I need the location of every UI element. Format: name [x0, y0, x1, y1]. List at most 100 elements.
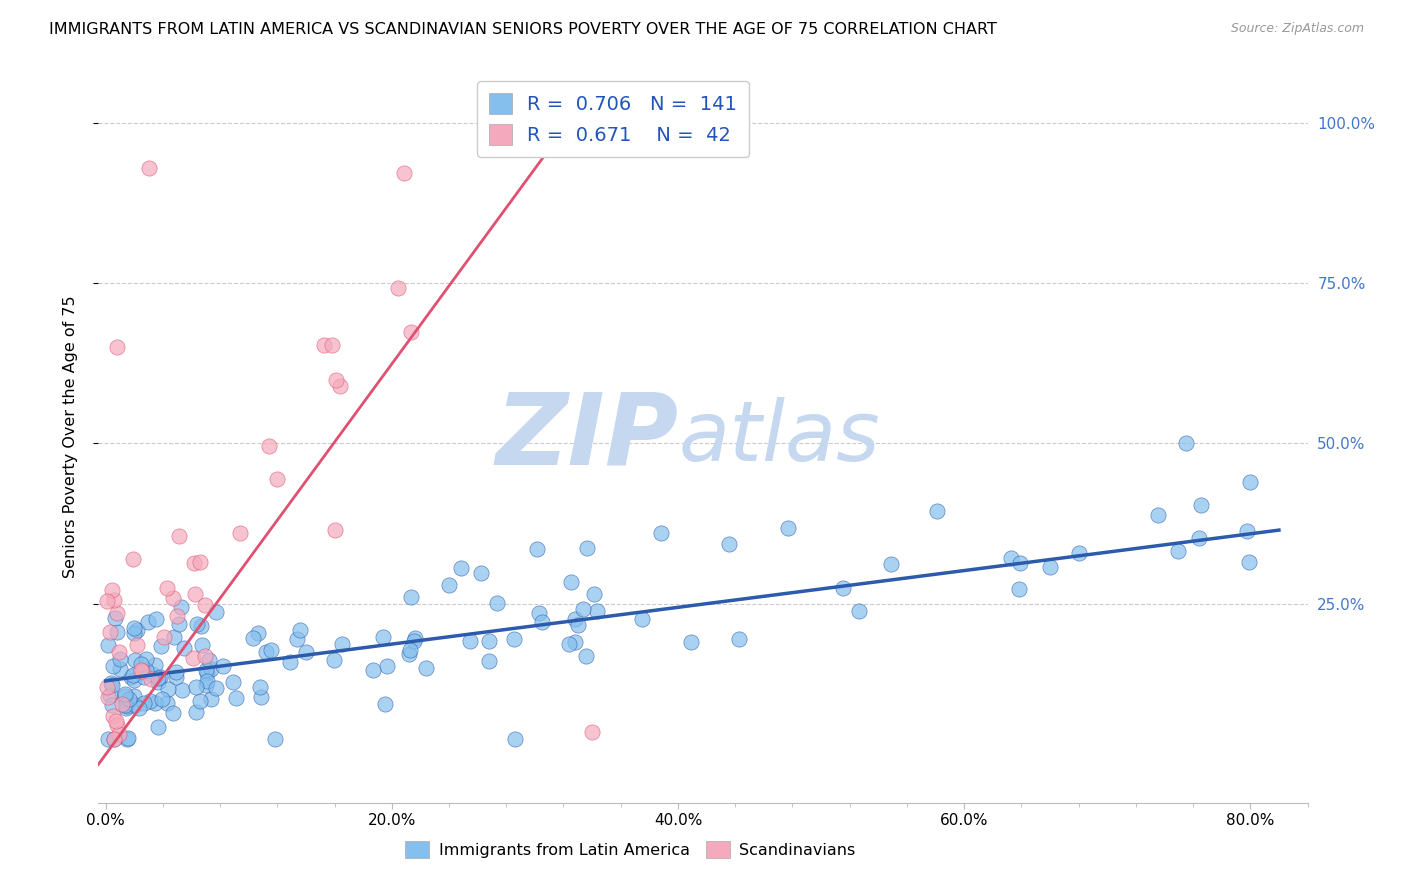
Point	[153, 630, 176, 644]
Point	[138, 161, 160, 175]
Point	[564, 635, 586, 649]
Point	[188, 694, 211, 708]
Point	[404, 631, 426, 645]
Point	[503, 731, 526, 746]
Point	[200, 662, 222, 676]
Point	[165, 670, 187, 684]
Point	[165, 665, 187, 679]
Point	[135, 663, 157, 677]
Point	[260, 643, 283, 657]
Point	[246, 625, 269, 640]
Point	[97, 731, 120, 746]
Point	[415, 661, 437, 675]
Point	[254, 645, 277, 659]
Point	[329, 379, 352, 393]
Point	[572, 601, 595, 615]
Point	[567, 127, 589, 141]
Point	[110, 663, 132, 677]
Point	[125, 623, 148, 637]
Point	[96, 594, 118, 608]
Point	[630, 612, 652, 626]
Point	[139, 673, 162, 687]
Point	[146, 671, 169, 685]
Point	[173, 640, 195, 655]
Point	[128, 700, 150, 714]
Point	[205, 681, 228, 695]
Point	[404, 634, 426, 648]
Point	[527, 606, 550, 620]
Point	[131, 663, 153, 677]
Point	[118, 691, 141, 706]
Point	[114, 701, 136, 715]
Point	[848, 604, 870, 618]
Point	[134, 697, 156, 711]
Point	[184, 587, 207, 601]
Point	[1067, 546, 1090, 560]
Point	[531, 615, 554, 630]
Point	[1188, 531, 1211, 545]
Point	[101, 582, 124, 597]
Point	[398, 647, 420, 661]
Y-axis label: Seniors Poverty Over the Age of 75: Seniors Poverty Over the Age of 75	[63, 296, 77, 578]
Point	[401, 590, 423, 604]
Point	[150, 692, 173, 706]
Point	[156, 696, 179, 710]
Point	[194, 598, 217, 612]
Point	[437, 578, 460, 592]
Point	[485, 596, 508, 610]
Point	[585, 604, 607, 618]
Point	[287, 632, 309, 647]
Text: Source: ZipAtlas.com: Source: ZipAtlas.com	[1230, 22, 1364, 36]
Point	[558, 637, 581, 651]
Point	[212, 659, 235, 673]
Point	[124, 653, 146, 667]
Point	[193, 649, 215, 664]
Point	[122, 690, 145, 704]
Point	[1236, 524, 1258, 539]
Point	[121, 668, 143, 682]
Point	[190, 618, 212, 632]
Point	[166, 609, 188, 624]
Point	[478, 654, 501, 668]
Point	[1039, 560, 1062, 574]
Point	[450, 561, 472, 575]
Point	[1008, 582, 1031, 597]
Point	[145, 657, 167, 672]
Point	[149, 670, 172, 684]
Point	[105, 606, 128, 620]
Point	[98, 625, 121, 640]
Point	[195, 673, 218, 688]
Point	[172, 682, 194, 697]
Point	[288, 624, 311, 638]
Point	[100, 678, 122, 692]
Point	[120, 670, 142, 684]
Point	[225, 691, 247, 706]
Legend: Immigrants from Latin America, Scandinavians: Immigrants from Latin America, Scandinav…	[399, 835, 862, 864]
Point	[97, 639, 120, 653]
Point	[280, 656, 302, 670]
Point	[575, 649, 598, 664]
Point	[104, 714, 127, 728]
Point	[1174, 436, 1197, 450]
Point	[567, 618, 589, 632]
Point	[103, 659, 125, 673]
Point	[204, 605, 226, 619]
Point	[103, 731, 125, 746]
Point	[228, 525, 250, 540]
Point	[107, 645, 129, 659]
Point	[399, 643, 422, 657]
Point	[96, 680, 118, 694]
Point	[325, 373, 347, 387]
Point	[728, 632, 751, 646]
Point	[581, 725, 603, 739]
Point	[314, 338, 336, 352]
Point	[156, 681, 179, 696]
Point	[266, 472, 288, 486]
Point	[717, 536, 740, 550]
Text: atlas: atlas	[679, 397, 880, 477]
Point	[139, 694, 162, 708]
Point	[127, 638, 149, 652]
Point	[470, 566, 492, 580]
Point	[1239, 475, 1261, 489]
Point	[195, 663, 218, 677]
